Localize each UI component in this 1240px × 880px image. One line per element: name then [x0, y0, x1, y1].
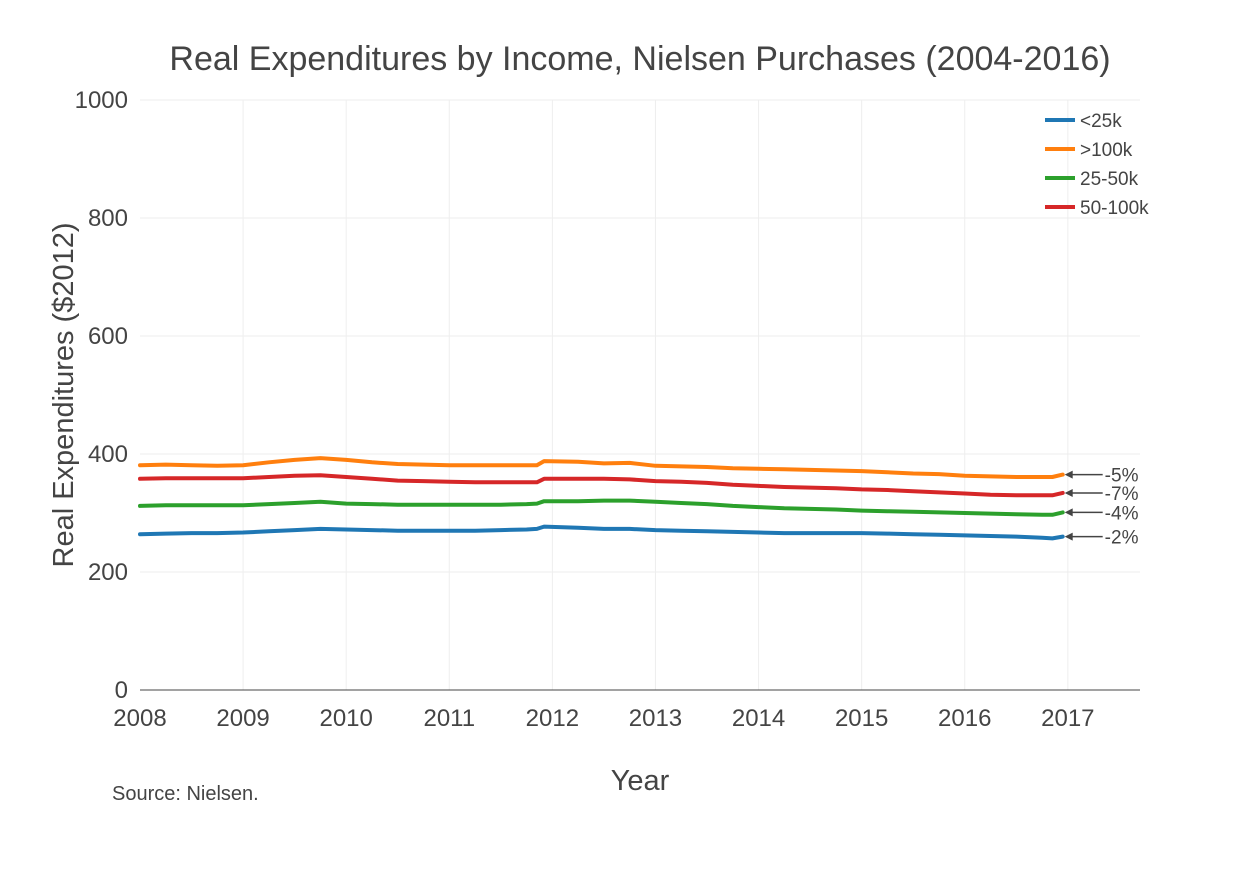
x-tick-label: 2015 — [835, 705, 888, 732]
x-tick-label: 2008 — [113, 705, 166, 732]
x-tick-label: 2009 — [216, 705, 269, 732]
annotation-label: -5% — [1105, 466, 1139, 487]
y-tick-label: 1000 — [75, 87, 128, 114]
x-axis-title: Year — [611, 765, 670, 797]
y-tick-label: 600 — [88, 323, 128, 350]
legend-item[interactable]: <25k — [1045, 111, 1122, 132]
series-line-2[interactable] — [138, 498, 1065, 517]
x-tick-label: 2014 — [732, 705, 785, 732]
y-axis-title: Real Expenditures ($2012) — [48, 223, 80, 568]
y-tick-label: 800 — [88, 205, 128, 232]
annotation-arrowhead — [1064, 470, 1073, 479]
legend-item[interactable]: 25-50k — [1045, 169, 1139, 190]
series-line-0[interactable] — [138, 524, 1065, 541]
annotation-label: -2% — [1105, 528, 1139, 549]
y-tick-label: 200 — [88, 559, 128, 586]
x-tick-label: 2012 — [526, 705, 579, 732]
x-tick-label: 2016 — [938, 705, 991, 732]
x-tick-label: 2017 — [1041, 705, 1094, 732]
annotations: -5%-7%-4% -2% — [1064, 466, 1139, 549]
series-line-1[interactable] — [138, 456, 1065, 479]
chart-title: Real Expenditures by Income, Nielsen Pur… — [169, 40, 1110, 78]
legend-label: >100k — [1080, 140, 1133, 161]
legend[interactable]: <25k >100k 25-50k 50-100k — [1045, 111, 1149, 219]
legend-label: 50-100k — [1080, 198, 1149, 219]
series-layer — [138, 456, 1065, 541]
legend-label: 25-50k — [1080, 169, 1139, 190]
y-tick-label: 0 — [115, 677, 128, 704]
x-tick-label: 2010 — [319, 705, 372, 732]
annotation-arrowhead — [1064, 532, 1073, 541]
annotation-arrowhead — [1064, 488, 1073, 497]
y-tick-label: 400 — [88, 441, 128, 468]
legend-item[interactable]: >100k — [1045, 140, 1133, 161]
annotation-label: -7% — [1105, 484, 1139, 505]
legend-item[interactable]: 50-100k — [1045, 198, 1149, 219]
annotation-arrowhead — [1064, 508, 1073, 517]
source-note: Source: Nielsen. — [112, 783, 259, 805]
x-tick-label: 2011 — [423, 705, 475, 732]
series-line-3[interactable] — [138, 473, 1065, 498]
axes: 0 200 400 600 800 1000 2008 2009 2010 2011 2012 201… — [75, 87, 1140, 732]
legend-label: <25k — [1080, 111, 1122, 132]
annotation-label: -4% — [1105, 503, 1139, 524]
gridlines — [140, 99, 1140, 690]
x-tick-label: 2013 — [629, 705, 682, 732]
